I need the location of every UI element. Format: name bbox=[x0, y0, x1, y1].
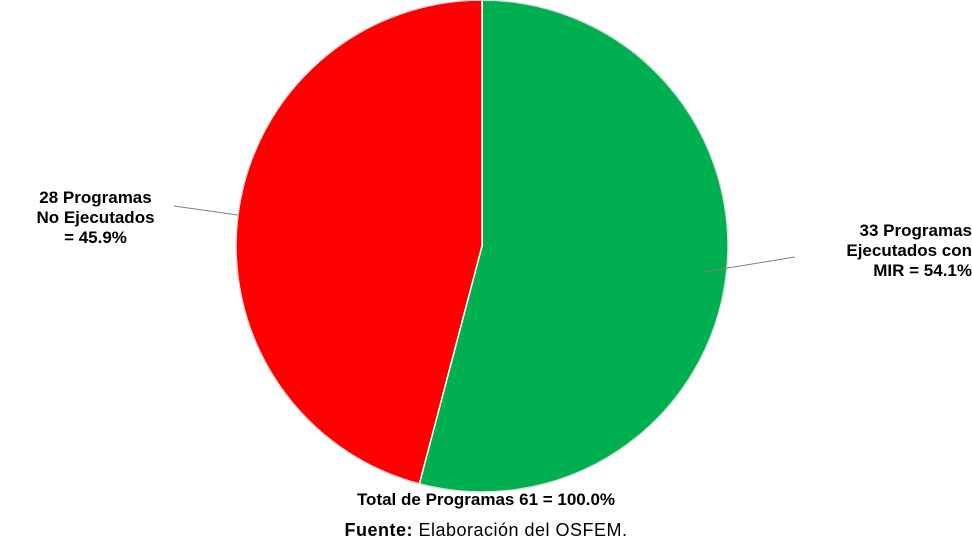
slice-label-no-ejecutados: 28 Programas No Ejecutados = 45.9% bbox=[8, 188, 183, 248]
slice-label-line: No Ejecutados bbox=[36, 208, 155, 227]
slice-label-line: 33 Programas bbox=[859, 221, 972, 240]
slice-label-line: MIR = 54.1% bbox=[873, 261, 972, 280]
source-prefix: Fuente: bbox=[344, 520, 413, 540]
pie-outline bbox=[235, 0, 729, 493]
slice-label-line: 28 Programas bbox=[39, 188, 152, 207]
slice-label-ejecutados: 33 Programas Ejecutados con MIR = 54.1% bbox=[790, 221, 972, 281]
pie-slices bbox=[235, 0, 729, 493]
leader-line-no-ejecutados bbox=[173, 205, 239, 216]
leader-line-ejecutados bbox=[702, 256, 796, 273]
source-line: Fuente: Elaboración del OSFEM. bbox=[0, 519, 972, 541]
total-label: Total de Programas 61 = 100.0% bbox=[356, 490, 616, 509]
slice-label-line: Ejecutados con bbox=[846, 241, 972, 260]
slice-label-line: = 45.9% bbox=[64, 228, 127, 247]
source-text: Elaboración del OSFEM. bbox=[412, 520, 628, 540]
